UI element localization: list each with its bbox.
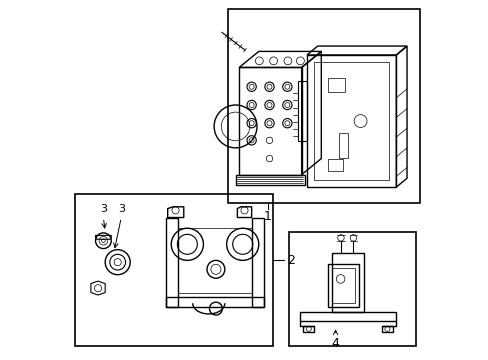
Text: 2: 2 <box>287 254 295 267</box>
Bar <box>75 194 272 346</box>
Bar <box>328 78 344 92</box>
Bar <box>339 133 347 158</box>
Text: 4: 4 <box>331 337 339 350</box>
Text: 3: 3 <box>118 204 124 214</box>
Text: 3: 3 <box>100 204 107 214</box>
Bar <box>328 159 342 171</box>
Text: 1: 1 <box>263 210 271 223</box>
Bar <box>228 9 419 203</box>
Bar <box>288 232 415 346</box>
